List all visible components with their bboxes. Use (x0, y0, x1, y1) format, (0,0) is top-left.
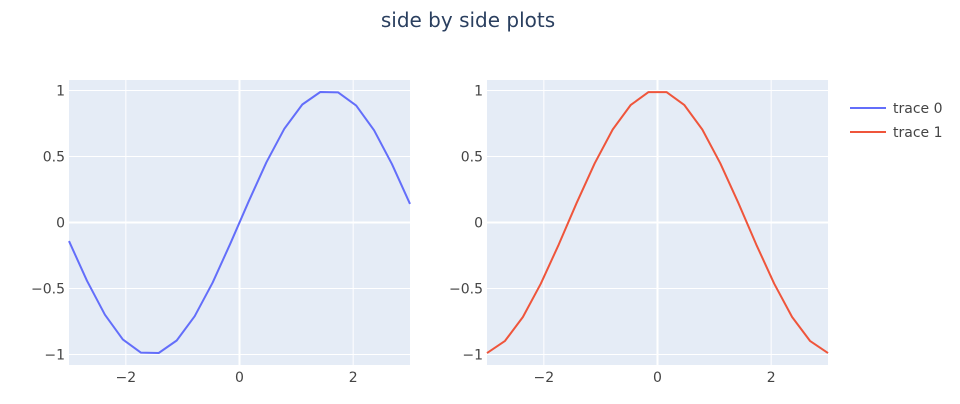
legend-label: trace 1 (893, 125, 943, 141)
x-tick-label: −2 (116, 370, 137, 386)
y-tick-label: 0 (56, 216, 65, 232)
legend-item-2[interactable]: trace 1 (850, 125, 943, 141)
series-line-1-1 (68, 91, 411, 354)
y-tick-label: −0.5 (449, 281, 483, 297)
x-tick-label: −2 (534, 370, 555, 386)
series-line-2-1 (486, 91, 829, 354)
x-tick-label: 0 (235, 370, 244, 386)
y-tick-label: 1 (474, 84, 483, 100)
y-tick-label: −1 (44, 347, 65, 363)
y-tick-label: −0.5 (31, 281, 65, 297)
legend[interactable]: trace 0 trace 1 (850, 101, 943, 141)
x-tick-label: 2 (349, 370, 358, 386)
legend-label: trace 0 (893, 101, 943, 117)
x-tick-label: 2 (767, 370, 776, 386)
chart-title: side by side plots (381, 8, 555, 32)
subplot-1: −2 0 2 −1 −0.5 0 0.5 1 (31, 80, 411, 386)
y-tick-label: 0 (474, 216, 483, 232)
y-tick-label: 0.5 (43, 150, 65, 166)
y-tick-label: −1 (462, 347, 483, 363)
x-tick-label: 0 (653, 370, 662, 386)
y-tick-label: 1 (56, 84, 65, 100)
legend-item-1[interactable]: trace 0 (850, 101, 943, 117)
subplot-2: −2 0 2 −1 −0.5 0 0.5 1 (449, 80, 829, 386)
y-tick-label: 0.5 (461, 150, 483, 166)
